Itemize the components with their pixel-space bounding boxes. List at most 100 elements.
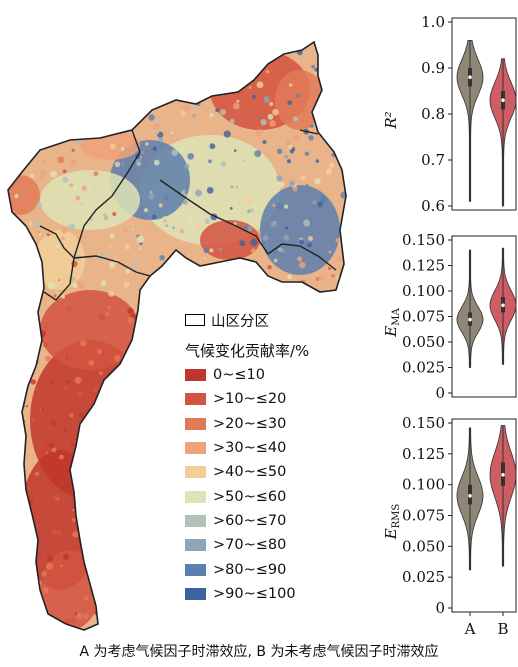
map-speckle — [58, 84, 65, 90]
map-speckle — [20, 483, 26, 490]
map-speckle — [204, 622, 212, 630]
map-speckle — [145, 142, 149, 146]
map-speckle — [175, 89, 179, 93]
legend-swatch — [185, 514, 206, 527]
map-speckle — [28, 221, 33, 226]
map-speckle — [338, 297, 343, 301]
map-speckle — [355, 189, 358, 192]
map-speckle — [272, 108, 279, 116]
map-speckle — [70, 442, 76, 448]
map-speckle — [46, 451, 49, 454]
map-speckle — [61, 227, 68, 234]
map-speckle — [60, 564, 64, 568]
y-tick-label: 0.050 — [402, 537, 445, 555]
map-speckle — [1, 167, 5, 171]
map-speckle — [91, 571, 98, 577]
map-speckle — [204, 135, 207, 139]
map-speckle — [331, 136, 336, 142]
map-speckle — [184, 268, 188, 272]
legend-label: >80~≤90 — [213, 561, 287, 578]
map-speckle — [278, 247, 283, 252]
map-speckle — [114, 161, 121, 167]
violin-median — [468, 317, 472, 322]
map-speckle — [102, 600, 105, 604]
map-speckle — [30, 285, 34, 290]
map-speckle — [331, 44, 337, 50]
map-speckle — [21, 252, 27, 258]
map-speckle — [233, 149, 237, 152]
map-speckle — [86, 438, 93, 445]
map-speckle — [75, 139, 82, 146]
map-speckle — [34, 337, 41, 344]
map-speckle — [82, 536, 88, 541]
map-speckle — [156, 405, 163, 413]
map-speckle — [170, 533, 176, 538]
map-speckle — [230, 296, 235, 301]
map-speckle — [105, 312, 110, 316]
map-speckle — [312, 614, 317, 619]
legend-item: >40~≤50 — [185, 460, 380, 484]
legend-item: >50~≤60 — [185, 484, 380, 508]
legend-label: >60~≤70 — [213, 512, 287, 529]
map-speckle — [69, 183, 74, 188]
map-speckle — [314, 177, 321, 185]
map-speckle — [8, 59, 13, 67]
violin-median — [501, 473, 505, 477]
map-speckle — [46, 233, 50, 237]
map-speckle — [274, 614, 280, 620]
map-speckle — [241, 63, 249, 71]
map-speckle — [137, 47, 142, 51]
map-speckle — [288, 299, 294, 306]
map-speckle — [8, 74, 13, 80]
map-speckle — [62, 169, 67, 174]
map-speckle — [35, 299, 39, 303]
map-speckle — [234, 165, 237, 169]
map-speckle — [8, 532, 9, 538]
x-tick-label: B — [497, 620, 508, 638]
map-patch — [8, 175, 40, 215]
map-speckle — [235, 62, 239, 66]
map-speckle — [342, 72, 346, 76]
y-tick-label: 0.9 — [421, 59, 445, 77]
map-speckle — [220, 109, 226, 116]
map-speckle — [11, 376, 18, 383]
y-tick-label: 0.6 — [421, 197, 445, 215]
map-speckle — [26, 405, 29, 408]
map-speckle — [148, 46, 153, 51]
map-speckle — [11, 539, 16, 544]
map-speckle — [53, 494, 61, 502]
map-speckle — [47, 555, 54, 562]
map-speckle — [220, 161, 227, 167]
map-speckle — [50, 420, 57, 426]
x-tick-label: A — [464, 620, 476, 638]
map-speckle — [31, 324, 36, 329]
map-speckle — [33, 108, 36, 111]
map-speckle — [158, 50, 165, 56]
map-speckle — [41, 571, 47, 577]
map-speckle — [73, 181, 76, 185]
map-speckle — [132, 367, 138, 373]
map-speckle — [325, 168, 333, 175]
map-speckle — [149, 545, 157, 553]
map-speckle — [256, 81, 264, 89]
map-speckle — [142, 533, 149, 540]
map-speckle — [108, 246, 111, 249]
y-tick-label: 0.125 — [402, 445, 445, 463]
map-speckle — [140, 150, 144, 155]
map-speckle — [141, 613, 145, 617]
map-speckle — [3, 374, 8, 379]
map-speckle — [243, 225, 249, 231]
map-speckle — [15, 491, 18, 495]
map-speckle — [246, 197, 253, 204]
map-speckle — [288, 180, 296, 187]
map-patch — [35, 230, 85, 290]
map-speckle — [26, 635, 30, 639]
map-speckle — [287, 274, 292, 280]
map-speckle — [67, 223, 76, 231]
map-speckle — [100, 280, 107, 287]
map-speckle — [94, 510, 98, 515]
map-speckle — [163, 59, 166, 62]
map-speckle — [210, 42, 215, 44]
map-speckle — [209, 143, 216, 150]
map-speckle — [45, 444, 48, 447]
